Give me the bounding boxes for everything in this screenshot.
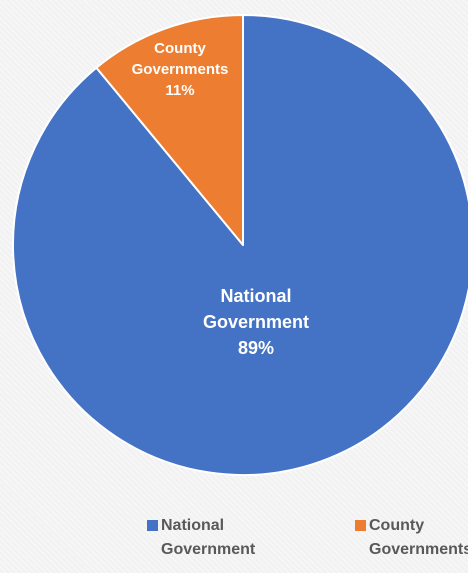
slice-label-line: County xyxy=(154,40,206,57)
pie-slice-national-government[interactable] xyxy=(11,14,468,476)
pie-slice-county-governments[interactable] xyxy=(95,14,244,246)
slice-label-line: 89% xyxy=(238,338,274,358)
slice-labels: National Government 89% County Governments 11… xyxy=(132,40,309,358)
legend-swatch-county-governments xyxy=(355,520,366,531)
legend-label-county-line-2: Governments xyxy=(369,541,468,558)
legend-label-national-line-2: Government xyxy=(161,541,256,558)
pie-slices xyxy=(11,14,468,476)
slice-label-national-government: National Government 89% xyxy=(203,286,309,358)
legend-label-county-line-1: County xyxy=(369,517,425,534)
legend-label-national-line-1: National xyxy=(161,517,225,534)
slice-label-line: Governments xyxy=(132,61,229,78)
slice-label-line: 11% xyxy=(165,82,194,99)
slice-label-line: Government xyxy=(203,312,309,332)
slice-label-county-governments: County Governments 11% xyxy=(132,40,229,99)
legend-swatch-national-government xyxy=(147,520,158,531)
legend: National Government County Governments xyxy=(0,514,468,573)
slice-label-line: National xyxy=(220,286,291,306)
